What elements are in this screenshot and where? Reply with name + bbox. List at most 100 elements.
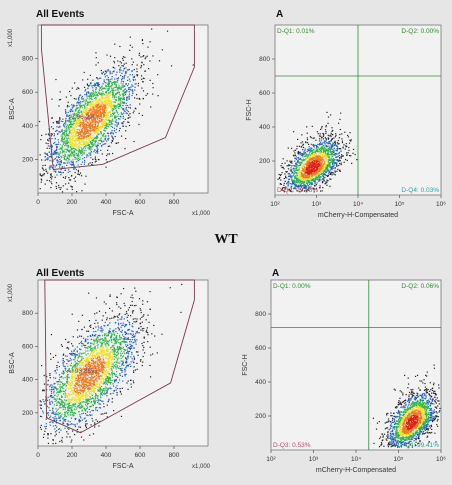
event-dot — [81, 360, 82, 361]
event-dot — [283, 168, 284, 169]
event-dot — [97, 97, 98, 98]
event-dot — [116, 93, 117, 94]
event-dot — [127, 110, 128, 111]
event-dot — [80, 153, 81, 154]
event-dot — [339, 157, 340, 158]
event-dot — [106, 75, 107, 76]
event-dot — [95, 124, 96, 125]
event-dot — [327, 164, 328, 165]
event-dot — [291, 162, 292, 163]
event-dot — [327, 161, 328, 162]
event-dot — [309, 170, 310, 171]
event-dot — [133, 112, 134, 113]
event-dot — [314, 151, 315, 152]
event-dot — [103, 122, 104, 123]
event-dot — [97, 150, 98, 151]
event-dot — [95, 91, 96, 92]
event-dot — [84, 146, 85, 147]
event-dot — [78, 170, 79, 171]
event-dot — [122, 123, 123, 124]
event-dot — [291, 176, 292, 177]
event-dot — [59, 99, 60, 100]
event-dot — [56, 149, 57, 150]
event-dot — [314, 137, 315, 138]
event-dot — [284, 163, 285, 164]
event-dot — [308, 144, 309, 145]
event-dot — [47, 148, 48, 149]
event-dot — [290, 183, 291, 184]
event-dot — [340, 113, 341, 114]
event-dot — [123, 102, 124, 103]
event-dot — [110, 86, 111, 87]
event-dot — [320, 161, 321, 162]
event-dot — [317, 172, 318, 173]
event-dot — [333, 158, 334, 159]
event-dot — [143, 342, 144, 343]
event-dot — [282, 163, 283, 164]
event-dot — [110, 91, 111, 92]
event-dot — [74, 359, 75, 360]
event-dot — [98, 85, 99, 86]
event-dot — [57, 384, 58, 385]
event-dot — [95, 113, 96, 114]
event-dot — [311, 151, 312, 152]
event-dot — [119, 69, 120, 70]
y-multiplier: x1,000 — [8, 28, 14, 47]
event-dot — [124, 77, 125, 78]
event-dot — [100, 113, 101, 114]
event-dot — [129, 99, 130, 100]
event-dot — [124, 57, 125, 58]
event-dot — [92, 162, 93, 163]
event-dot — [62, 121, 63, 122]
event-dot — [113, 138, 114, 139]
event-dot — [113, 366, 114, 367]
event-dot — [93, 85, 94, 86]
event-dot — [108, 115, 109, 116]
event-dot — [102, 413, 103, 414]
event-dot — [299, 146, 300, 147]
event-dot — [80, 147, 81, 148]
event-dot — [68, 348, 69, 349]
event-dot — [105, 119, 106, 120]
event-dot — [98, 93, 99, 94]
event-dot — [76, 407, 77, 408]
event-dot — [106, 114, 107, 115]
event-dot — [150, 106, 151, 107]
event-dot — [50, 421, 51, 422]
event-dot — [71, 146, 72, 147]
event-dot — [319, 187, 320, 188]
event-dot — [49, 152, 50, 153]
event-dot — [334, 144, 335, 145]
event-dot — [92, 108, 93, 109]
event-dot — [73, 143, 74, 144]
event-dot — [62, 119, 63, 120]
event-dot — [56, 146, 57, 147]
event-dot — [106, 126, 107, 127]
event-dot — [95, 159, 96, 160]
event-dot — [124, 148, 125, 149]
event-dot — [83, 112, 84, 113]
event-dot — [79, 174, 80, 175]
event-dot — [320, 150, 321, 151]
event-dot — [321, 179, 322, 180]
event-dot — [77, 112, 78, 113]
event-dot — [114, 106, 115, 107]
event-dot — [342, 141, 343, 142]
event-dot — [43, 168, 44, 169]
event-dot — [70, 179, 71, 180]
event-dot — [334, 154, 335, 155]
event-dot — [48, 397, 49, 398]
event-dot — [77, 146, 78, 147]
event-dot — [85, 350, 86, 351]
event-dot — [121, 82, 122, 83]
event-dot — [94, 150, 95, 151]
event-dot — [76, 127, 77, 128]
event-dot — [344, 162, 345, 163]
event-dot — [88, 331, 89, 332]
event-dot — [128, 111, 129, 112]
event-dot — [114, 102, 115, 103]
event-dot — [120, 100, 121, 101]
event-dot — [291, 178, 292, 179]
event-dot — [130, 104, 131, 105]
event-dot — [63, 172, 64, 173]
